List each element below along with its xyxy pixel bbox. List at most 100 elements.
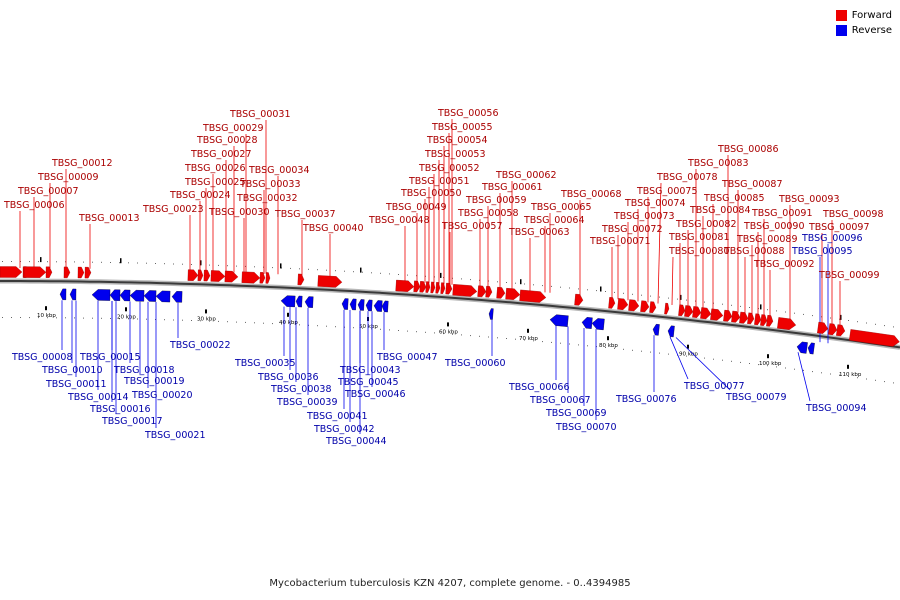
- forward-gene-block-50[interactable]: [777, 317, 797, 330]
- reverse-gene-label[interactable]: TBSG_00014: [67, 392, 129, 403]
- forward-gene-block-32[interactable]: [608, 297, 616, 309]
- forward-gene-label[interactable]: TBSG_00030: [208, 207, 270, 218]
- forward-gene-block-13[interactable]: [259, 272, 266, 284]
- reverse-gene-block-24[interactable]: [796, 341, 808, 354]
- reverse-gene-block-16[interactable]: [373, 300, 383, 312]
- forward-gene-label[interactable]: TBSG_00074: [624, 198, 686, 209]
- forward-gene-block-54[interactable]: [849, 329, 900, 347]
- forward-gene-label[interactable]: TBSG_00057: [441, 221, 503, 232]
- forward-gene-label[interactable]: TBSG_00092: [753, 259, 815, 270]
- reverse-gene-block-15[interactable]: [365, 299, 373, 312]
- forward-gene-label[interactable]: TBSG_00007: [17, 186, 79, 197]
- reverse-gene-label[interactable]: TBSG_00022: [169, 340, 231, 351]
- forward-gene-block-44[interactable]: [731, 310, 741, 323]
- forward-gene-block-48[interactable]: [760, 314, 768, 326]
- forward-gene-label[interactable]: TBSG_00048: [368, 215, 430, 226]
- reverse-gene-label[interactable]: TBSG_00070: [555, 422, 617, 433]
- forward-gene-label[interactable]: TBSG_00087: [721, 179, 783, 190]
- forward-gene-label[interactable]: TBSG_00078: [656, 172, 718, 183]
- forward-gene-block-19[interactable]: [419, 281, 427, 293]
- forward-gene-block-3[interactable]: [45, 266, 53, 278]
- reverse-gene-label[interactable]: TBSG_00095: [791, 246, 853, 257]
- forward-gene-label[interactable]: TBSG_00098: [822, 209, 884, 220]
- forward-gene-label[interactable]: TBSG_00082: [675, 219, 737, 230]
- forward-gene-block-6[interactable]: [84, 266, 92, 279]
- reverse-gene-label[interactable]: TBSG_00069: [545, 408, 607, 419]
- forward-gene-block-2[interactable]: [23, 266, 47, 278]
- forward-gene-label[interactable]: TBSG_00034: [248, 165, 310, 176]
- forward-gene-label[interactable]: TBSG_00050: [400, 188, 462, 199]
- forward-gene-label[interactable]: TBSG_00026: [184, 163, 246, 174]
- reverse-gene-label[interactable]: TBSG_00046: [344, 389, 406, 400]
- reverse-gene-block-2[interactable]: [91, 289, 111, 301]
- reverse-gene-label[interactable]: TBSG_00017: [101, 416, 163, 427]
- forward-gene-block-31[interactable]: [574, 293, 584, 306]
- forward-gene-label[interactable]: TBSG_00075: [636, 186, 698, 197]
- forward-gene-block-49[interactable]: [766, 314, 774, 327]
- forward-gene-label[interactable]: TBSG_00054: [426, 135, 488, 146]
- reverse-gene-block-21[interactable]: [591, 318, 605, 331]
- forward-gene-label[interactable]: TBSG_00089: [736, 234, 798, 245]
- forward-gene-block-17[interactable]: [395, 279, 415, 292]
- forward-gene-block-14[interactable]: [265, 272, 271, 284]
- forward-gene-block-12[interactable]: [241, 271, 261, 284]
- forward-gene-label[interactable]: TBSG_00072: [601, 224, 663, 235]
- forward-gene-block-40[interactable]: [692, 306, 702, 318]
- forward-gene-block-16[interactable]: [317, 275, 343, 288]
- forward-gene-label[interactable]: TBSG_00065: [530, 202, 592, 213]
- forward-gene-label[interactable]: TBSG_00056: [437, 108, 499, 119]
- reverse-gene-label[interactable]: TBSG_00015: [79, 352, 141, 363]
- forward-gene-label[interactable]: TBSG_00024: [169, 190, 231, 201]
- forward-gene-block-7[interactable]: [187, 269, 199, 281]
- reverse-gene-block-23[interactable]: [667, 325, 675, 338]
- reverse-gene-label[interactable]: TBSG_00018: [113, 365, 175, 376]
- reverse-gene-block-22[interactable]: [652, 323, 660, 336]
- forward-gene-block-20[interactable]: [425, 281, 431, 293]
- forward-gene-block-15[interactable]: [297, 273, 305, 286]
- forward-gene-block-18[interactable]: [413, 280, 421, 293]
- reverse-gene-label[interactable]: TBSG_00019: [123, 376, 185, 387]
- forward-gene-label[interactable]: TBSG_00012: [51, 158, 113, 169]
- reverse-gene-label[interactable]: TBSG_00008: [11, 352, 73, 363]
- reverse-gene-block-25[interactable]: [807, 342, 815, 355]
- forward-gene-label[interactable]: TBSG_00097: [808, 222, 870, 233]
- forward-gene-label[interactable]: TBSG_00061: [481, 182, 543, 193]
- reverse-gene-block-11[interactable]: [304, 296, 314, 308]
- forward-gene-label[interactable]: TBSG_00053: [424, 149, 486, 160]
- reverse-gene-label[interactable]: TBSG_00042: [313, 424, 375, 435]
- forward-gene-block-9[interactable]: [203, 269, 211, 282]
- forward-gene-block-23[interactable]: [440, 282, 446, 294]
- forward-gene-block-52[interactable]: [828, 323, 838, 336]
- forward-gene-label[interactable]: TBSG_00058: [457, 208, 519, 219]
- forward-gene-label[interactable]: TBSG_00040: [302, 223, 364, 234]
- forward-gene-label[interactable]: TBSG_00006: [3, 200, 65, 211]
- reverse-gene-label[interactable]: TBSG_00035: [234, 358, 296, 369]
- forward-gene-label[interactable]: TBSG_00071: [589, 236, 651, 247]
- reverse-gene-block-8[interactable]: [171, 291, 183, 303]
- reverse-gene-block-12[interactable]: [341, 298, 349, 310]
- reverse-gene-label[interactable]: TBSG_00045: [337, 377, 399, 388]
- forward-gene-block-45[interactable]: [739, 311, 749, 324]
- forward-gene-block-34[interactable]: [628, 299, 640, 312]
- forward-gene-label[interactable]: TBSG_00064: [523, 215, 585, 226]
- reverse-gene-label[interactable]: TBSG_00079: [725, 392, 787, 403]
- reverse-gene-label[interactable]: TBSG_00067: [529, 395, 591, 406]
- forward-gene-block-10[interactable]: [210, 270, 226, 282]
- forward-gene-block-41[interactable]: [700, 307, 712, 320]
- reverse-gene-label[interactable]: TBSG_00076: [615, 394, 677, 405]
- forward-gene-label[interactable]: TBSG_00027: [190, 149, 252, 160]
- forward-gene-block-37[interactable]: [664, 302, 670, 315]
- reverse-gene-block-14[interactable]: [357, 299, 365, 311]
- reverse-gene-block-7[interactable]: [155, 290, 171, 303]
- forward-gene-label[interactable]: TBSG_00091: [751, 208, 813, 219]
- forward-gene-label[interactable]: TBSG_00029: [202, 123, 264, 134]
- forward-gene-label[interactable]: TBSG_00063: [508, 227, 570, 238]
- forward-gene-block-51[interactable]: [817, 321, 829, 334]
- reverse-gene-label[interactable]: TBSG_00044: [325, 436, 387, 447]
- forward-gene-label[interactable]: TBSG_00025: [184, 177, 246, 188]
- forward-gene-label[interactable]: TBSG_00084: [689, 205, 751, 216]
- forward-gene-block-42[interactable]: [710, 308, 724, 321]
- forward-gene-label[interactable]: TBSG_00062: [495, 170, 557, 181]
- reverse-gene-label[interactable]: TBSG_00016: [89, 404, 151, 415]
- reverse-gene-label[interactable]: TBSG_00094: [805, 403, 867, 414]
